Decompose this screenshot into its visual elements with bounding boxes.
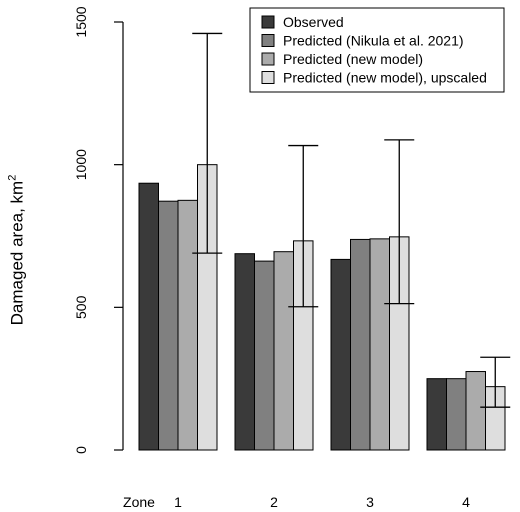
- y-axis-title-superscript: 2: [6, 174, 19, 181]
- y-axis-title-main: Damaged area, km: [7, 180, 27, 326]
- legend-label: Predicted (Nikula et al. 2021): [283, 33, 464, 49]
- bars-layer: [138, 164, 506, 451]
- legend-label: Predicted (new model): [283, 51, 423, 67]
- y-axis-title: Damaged area, km2: [7, 175, 28, 326]
- x-axis-prefix: Zone: [123, 494, 155, 510]
- x-tick-label: 4: [462, 494, 470, 510]
- bar: [177, 199, 198, 451]
- bar: [369, 238, 390, 451]
- bar: [446, 378, 467, 451]
- legend-swatch: [261, 52, 275, 66]
- legend-swatch: [261, 15, 275, 29]
- y-tick-label: 1500: [73, 6, 89, 37]
- y-axis-title-wrap: Damaged area, km2: [6, 160, 28, 340]
- bar: [273, 251, 294, 451]
- y-tick-label: 0: [73, 446, 89, 454]
- bar: [234, 253, 255, 451]
- y-axis: 0 500 1000 1500: [73, 6, 124, 454]
- x-tick-labels: 1 2 3 4: [174, 494, 470, 510]
- legend: Observed Predicted (Nikula et al. 2021) Pr…: [249, 7, 505, 93]
- bar: [254, 260, 275, 451]
- bar: [350, 238, 371, 451]
- bar: [426, 378, 447, 451]
- bar: [465, 371, 486, 451]
- x-tick-label: 2: [270, 494, 278, 510]
- x-tick-label: 1: [174, 494, 182, 510]
- legend-box: [249, 7, 505, 93]
- bar: [158, 200, 179, 451]
- x-tick-label: 3: [366, 494, 374, 510]
- legend-label: Predicted (new model), upscaled: [283, 70, 487, 86]
- legend-label: Observed: [283, 14, 344, 30]
- bar: [330, 258, 351, 451]
- legend-swatch: [261, 34, 275, 47]
- y-tick-label: 500: [73, 295, 89, 319]
- y-tick-label: 1000: [73, 149, 89, 180]
- error-bars-layer: [192, 32, 511, 408]
- bar: [138, 182, 159, 451]
- legend-swatch: [261, 71, 275, 84]
